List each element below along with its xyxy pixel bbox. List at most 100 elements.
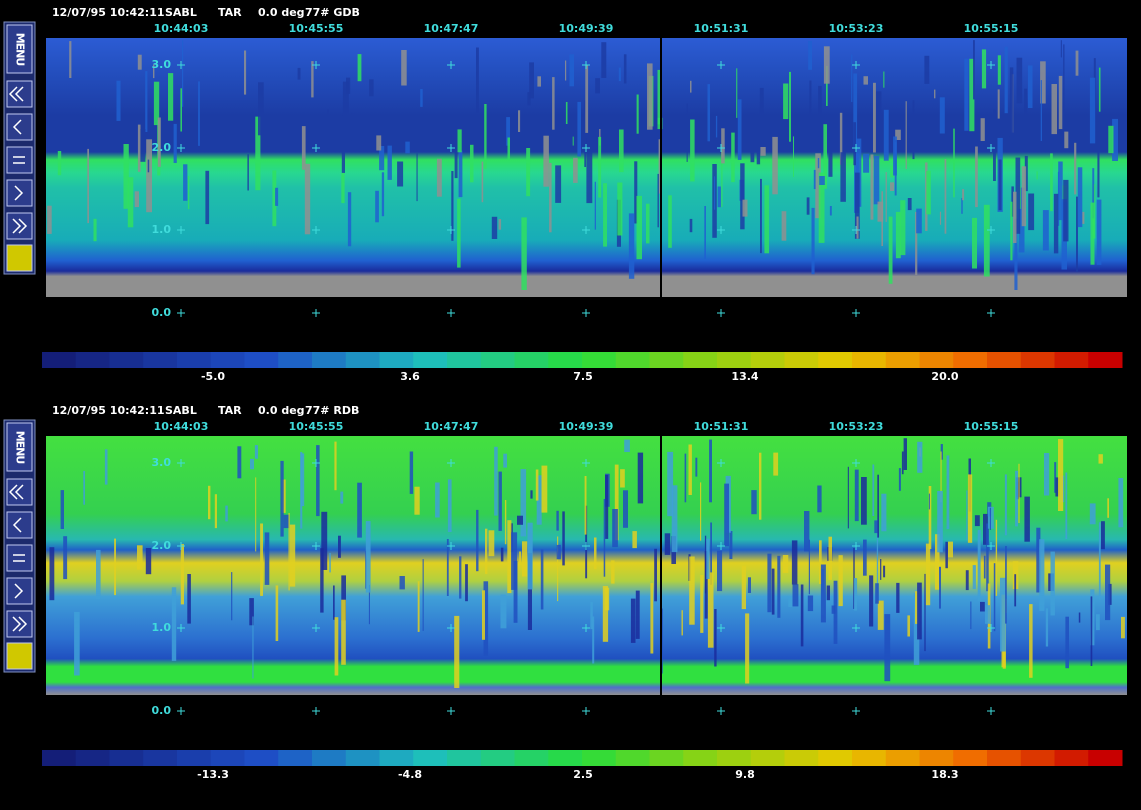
lidar-streak — [603, 183, 607, 247]
lidar-streak — [789, 71, 791, 142]
lidar-streak — [1024, 155, 1028, 192]
lidar-streak — [690, 80, 692, 93]
lidar-streak — [526, 148, 531, 197]
grid-cross — [582, 542, 590, 550]
lidar-streak — [397, 161, 404, 187]
colorbar-segment — [143, 352, 178, 368]
lidar-streak — [83, 471, 85, 505]
lidar-streak — [145, 548, 152, 575]
lidar-streak — [208, 485, 211, 520]
lidar-streak — [620, 469, 625, 488]
colorbar-segment — [278, 352, 313, 368]
lidar-streak — [1064, 131, 1069, 149]
lidar-streak — [595, 78, 600, 94]
lidar-streak — [341, 173, 345, 204]
lidar-streak — [127, 177, 134, 228]
height-label: 1.0 — [152, 223, 172, 236]
lidar-streak — [549, 162, 552, 233]
lidar-streak — [704, 551, 708, 619]
lidar-streak — [231, 572, 233, 621]
lidar-streak — [981, 49, 987, 89]
menu-button[interactable]: MENU — [6, 422, 33, 472]
pause-button[interactable] — [6, 544, 33, 572]
forward-button[interactable] — [6, 179, 33, 207]
lidar-streak — [137, 54, 142, 70]
colorbar-segment — [278, 750, 313, 766]
back-button[interactable] — [6, 511, 33, 539]
colorbar-segment — [312, 750, 347, 766]
time-label: 10:51:31 — [694, 420, 749, 433]
lidar-streak — [586, 138, 593, 204]
lidar-streak — [874, 520, 878, 534]
lidar-streak — [198, 81, 200, 146]
lidar-streak — [1021, 166, 1027, 227]
lidar-streak — [250, 458, 254, 470]
fast-forward-button[interactable] — [6, 610, 33, 638]
rewind-button[interactable] — [6, 478, 33, 506]
lidar-streak — [917, 441, 923, 473]
lidar-streak — [907, 198, 912, 211]
lidar-streak — [180, 544, 184, 605]
lidar-streak — [839, 112, 843, 165]
lidar-streak — [258, 82, 264, 136]
button-icon — [8, 484, 24, 500]
fast-forward-button[interactable] — [6, 212, 33, 240]
lidar-streak — [249, 598, 254, 626]
grid-cross — [312, 309, 320, 317]
colorbar-segment — [615, 352, 650, 368]
lidar-streak — [1090, 596, 1093, 666]
back-button[interactable] — [6, 113, 33, 141]
lidar-streak — [329, 552, 331, 573]
lidar-streak — [875, 583, 879, 604]
lidar-streak — [856, 216, 859, 239]
lidar-streak — [851, 54, 853, 102]
lidar-streak — [327, 109, 329, 149]
time-label: 10:51:31 — [694, 22, 749, 35]
lidar-streak — [347, 192, 352, 247]
lidar-streak — [783, 83, 789, 120]
lidar-streak — [895, 129, 901, 140]
lidar-streak — [876, 91, 882, 150]
header-channel: 77# RDB — [305, 404, 359, 417]
grid-cross — [582, 309, 590, 317]
button-bg — [6, 544, 33, 572]
colorbar-segment — [953, 352, 988, 368]
lidar-streak — [173, 123, 177, 163]
lidar-streak — [601, 42, 607, 78]
lidar-streak — [147, 159, 150, 173]
lidar-streak — [808, 539, 810, 595]
lidar-streak — [980, 601, 985, 612]
lidar-streak — [513, 560, 518, 623]
lidar-streak — [168, 73, 174, 121]
grid-cross — [582, 707, 590, 715]
lidar-streak — [961, 198, 963, 214]
lidar-streak — [854, 578, 858, 611]
lidar-streak — [690, 119, 695, 182]
grid-cross — [582, 459, 590, 467]
colorbar-segment — [210, 352, 245, 368]
lidar-streak — [1092, 168, 1095, 219]
forward-button[interactable] — [6, 577, 33, 605]
colorbar-segment — [42, 750, 77, 766]
lidar-streak — [650, 582, 654, 654]
lidar-streak — [1018, 187, 1025, 253]
menu-button[interactable]: MENU — [6, 24, 33, 74]
grid-cross — [177, 707, 185, 715]
lidar-streak — [435, 482, 440, 518]
lidar-streak — [114, 538, 116, 596]
lidar-streak — [1042, 210, 1049, 251]
pause-button[interactable] — [6, 146, 33, 174]
lidar-streak — [928, 493, 930, 510]
time-label: 10:45:55 — [289, 420, 344, 433]
button-icon — [8, 86, 24, 102]
lidar-streak — [365, 521, 371, 593]
lidar-streak — [491, 216, 498, 239]
rewind-button[interactable] — [6, 80, 33, 108]
colorbar-segment — [683, 352, 718, 368]
lidar-streak — [447, 479, 452, 532]
lidar-streak — [87, 148, 89, 224]
lidar-streak — [737, 99, 742, 160]
colorbar-segment — [885, 352, 920, 368]
colorbar-segment — [582, 750, 617, 766]
lidar-streak — [592, 616, 595, 664]
